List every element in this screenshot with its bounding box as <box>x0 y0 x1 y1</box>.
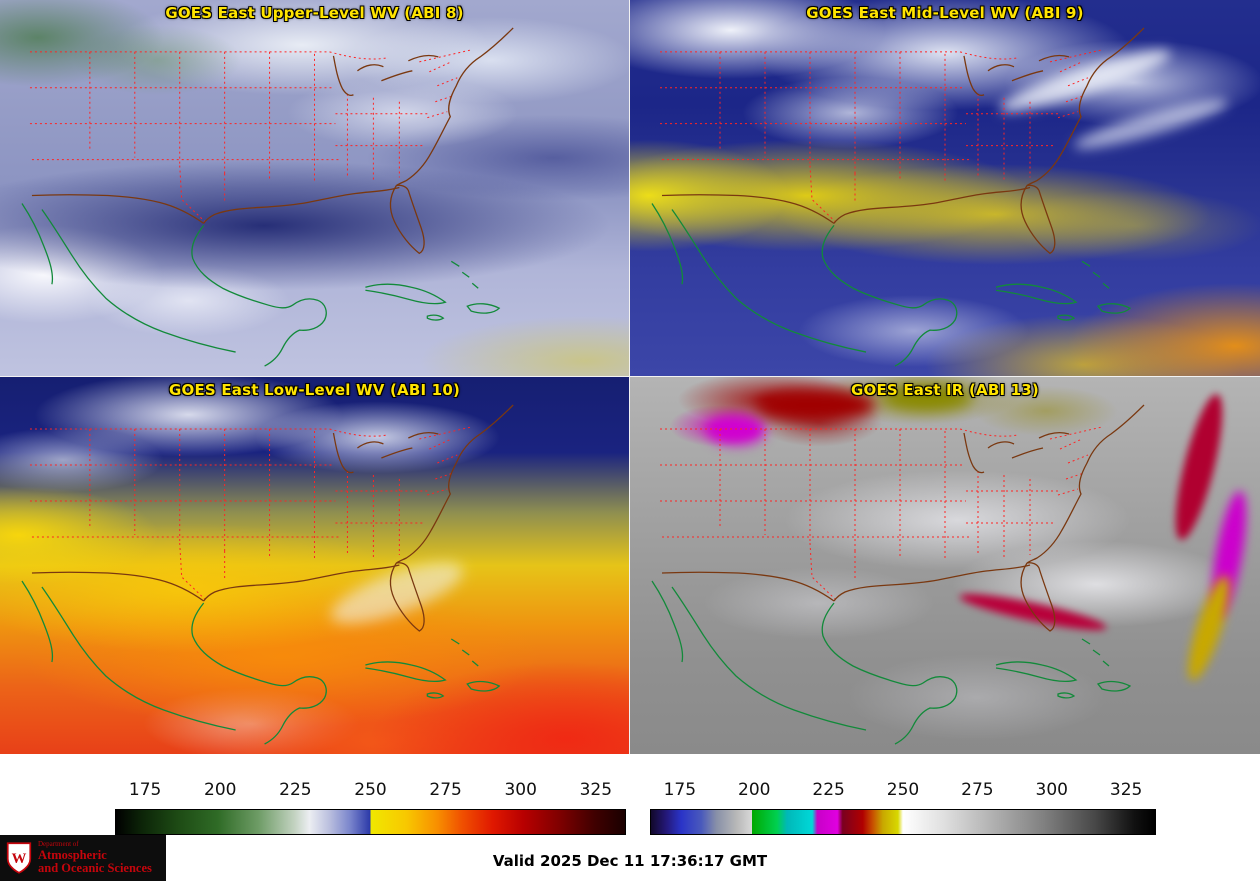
crest-letter: W <box>12 851 27 867</box>
panel-mid-level-wv: GOES East Mid-Level WV (ABI 9) <box>630 0 1260 377</box>
tick-label: 300 <box>504 780 537 800</box>
logo-dept-line: Department of <box>38 840 79 849</box>
basemap-overlay <box>21 27 514 367</box>
basemap-overlay <box>651 27 1145 367</box>
panel-title-abi9: GOES East Mid-Level WV (ABI 9) <box>806 4 1084 22</box>
tick-label: 225 <box>279 780 312 800</box>
panel-ir: GOES East IR (ABI 13) <box>630 377 1260 754</box>
tick-label: 275 <box>961 780 994 800</box>
tick-label: 275 <box>429 780 462 800</box>
panel-title-abi8: GOES East Upper-Level WV (ABI 8) <box>165 4 464 22</box>
tick-label: 175 <box>128 780 162 800</box>
footer: 175 200 225 250 275 300 325 175 200 225 … <box>0 754 1260 881</box>
ir-colorbar <box>650 809 1156 835</box>
aos-logo: W Department of Atmospheric and Oceanic … <box>0 835 166 881</box>
panel-title-abi13: GOES East IR (ABI 13) <box>850 381 1039 399</box>
logo-name-line2: and Oceanic Sciences <box>38 860 152 875</box>
tick-label: 300 <box>1035 780 1068 800</box>
tick-label: 250 <box>886 780 920 800</box>
logo-text: Department of Atmospheric and Oceanic Sc… <box>38 840 152 875</box>
panel-low-level-wv: GOES East Low-Level WV (ABI 10) <box>0 377 630 754</box>
tick-label: 200 <box>204 780 237 800</box>
tick-label: 325 <box>579 780 613 800</box>
wv-colorbar <box>115 809 626 835</box>
cold-top-blob-red <box>756 388 876 423</box>
cold-top-blob-olive <box>882 384 972 411</box>
basemap-overlay <box>21 404 514 745</box>
tick-label: 225 <box>812 780 845 800</box>
tick-label: 325 <box>1109 780 1143 800</box>
wv-colorbar-ticks: 175 200 225 250 275 300 325 <box>115 780 626 802</box>
valid-timestamp: Valid 2025 Dec 11 17:36:17 GMT <box>492 852 768 870</box>
logo-name-line1: Atmospheric <box>38 847 107 862</box>
basemap-overlay <box>651 404 1145 745</box>
ir-colorbar-ticks: 175 200 225 250 275 300 325 <box>650 780 1156 802</box>
panel-upper-level-wv: GOES East Upper-Level WV (ABI 8) <box>0 0 630 377</box>
tick-label: 250 <box>354 780 387 800</box>
cold-top-blob-magenta <box>705 414 766 445</box>
four-panel-grid: GOES East Upper-Level WV (ABI 8) GOES Ea… <box>0 0 1260 754</box>
tick-label: 200 <box>738 780 771 800</box>
panel-title-abi10: GOES East Low-Level WV (ABI 10) <box>168 381 461 399</box>
tick-label: 175 <box>663 780 697 800</box>
uw-crest-icon: W <box>6 842 32 874</box>
